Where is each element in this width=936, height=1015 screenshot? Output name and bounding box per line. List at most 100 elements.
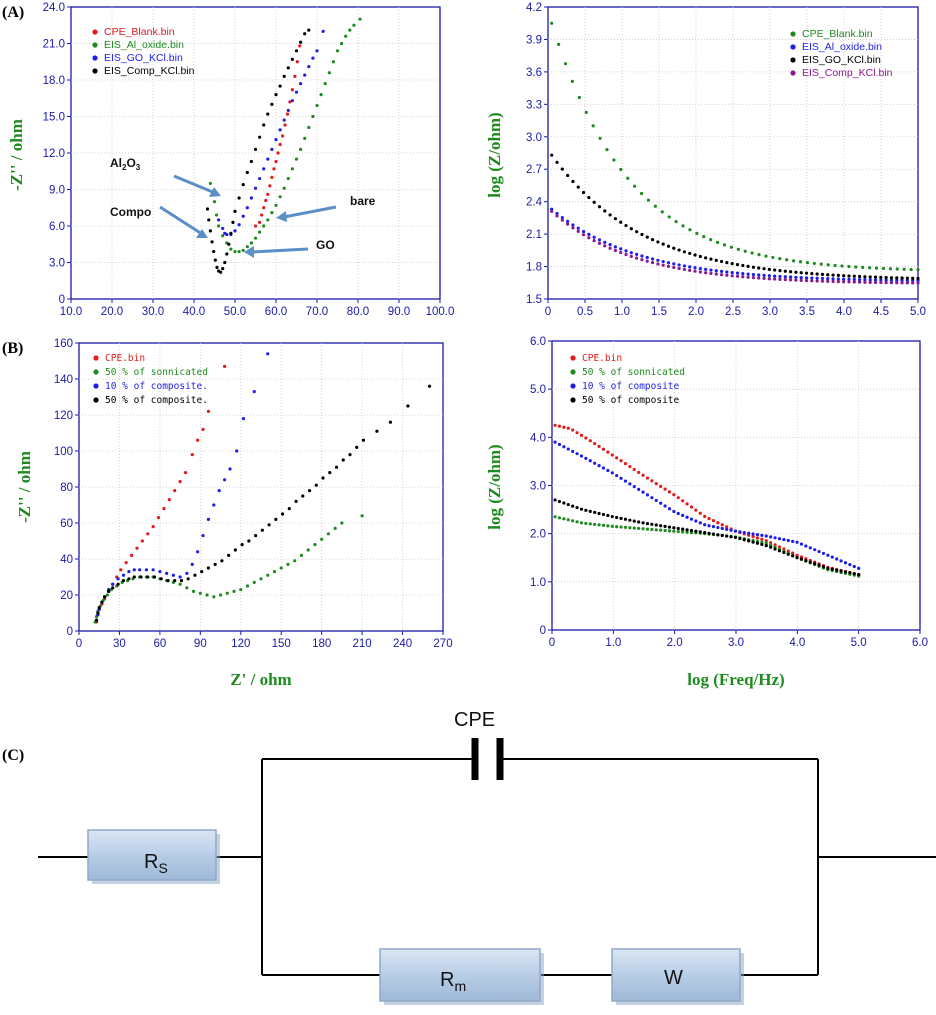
y-tick-label: 120: [54, 410, 73, 422]
legend-marker: [570, 383, 576, 389]
data-point: [220, 559, 224, 563]
x-tick-label: 2.5: [725, 306, 741, 318]
legend-entry: EIS_Comp_KCl.bin: [104, 65, 195, 77]
data-point: [557, 516, 562, 520]
data-point: [693, 266, 697, 270]
data-point: [252, 390, 256, 394]
data-point: [619, 220, 623, 224]
data-point: [666, 244, 671, 248]
data-point: [711, 519, 716, 523]
data-point: [702, 235, 706, 239]
data-point: [632, 485, 636, 489]
data-point: [151, 525, 155, 529]
data-point: [810, 271, 814, 276]
data-point: [294, 499, 298, 503]
data-point: [698, 266, 702, 271]
data-point: [588, 509, 592, 513]
panel-label-c: (C): [2, 747, 24, 764]
annotations-a: Al2O3 Compo bare GO: [110, 156, 376, 258]
data-point: [550, 21, 554, 25]
data-point: [159, 577, 163, 581]
data-point: [681, 224, 685, 228]
data-point: [757, 273, 761, 277]
series-0: [94, 364, 227, 624]
data-point: [798, 260, 803, 264]
data-point: [716, 533, 720, 537]
data-point: [858, 280, 862, 284]
data-point: [645, 259, 649, 263]
data-point: [223, 260, 227, 265]
data-point: [842, 274, 846, 278]
data-point: [584, 456, 588, 460]
data-point: [795, 553, 799, 557]
data-point: [663, 524, 667, 528]
x-tick-label: 60: [153, 638, 166, 650]
data-point: [579, 454, 584, 458]
data-point: [223, 478, 227, 482]
data-point: [746, 264, 750, 268]
data-point: [817, 549, 821, 554]
data-point: [245, 170, 249, 175]
data-point: [266, 112, 270, 116]
data-point: [751, 276, 756, 280]
data-point: [709, 257, 713, 261]
data-point: [764, 544, 768, 548]
data-point: [703, 523, 707, 527]
data-point: [755, 533, 760, 537]
data-point: [879, 275, 883, 279]
data-point: [597, 444, 601, 448]
data-point: [274, 203, 278, 207]
series-0: [550, 21, 920, 272]
data-point: [672, 493, 676, 497]
data-point: [245, 584, 250, 588]
data-point: [799, 271, 803, 275]
data-point: [588, 522, 592, 526]
data-point: [714, 269, 718, 273]
data-point: [566, 518, 570, 522]
data-point: [566, 426, 570, 430]
data-point: [813, 562, 817, 566]
legend: CPE.bin 50 % of sonnicated 10 % of composi…: [570, 353, 685, 406]
data-point: [794, 270, 798, 274]
data-point: [751, 532, 755, 536]
data-point: [633, 184, 637, 188]
data-point: [848, 563, 852, 567]
data-point: [681, 513, 685, 517]
data-point: [262, 167, 266, 171]
data-point: [587, 195, 591, 200]
x-tick-label: 2.0: [667, 637, 683, 649]
data-point: [628, 526, 632, 530]
data-point: [301, 494, 305, 498]
y-tick-label: 15.0: [43, 112, 65, 124]
data-point: [241, 417, 246, 421]
data-point: [286, 66, 290, 70]
data-point: [283, 123, 287, 127]
y-axis-title: -Z'' / ohm: [7, 119, 26, 191]
data-point: [624, 249, 628, 253]
data-point: [663, 528, 667, 533]
data-point: [129, 553, 134, 558]
data-point: [624, 223, 628, 228]
data-point: [831, 277, 835, 281]
data-point: [672, 262, 676, 266]
data-point: [225, 591, 229, 595]
cpe-label: CPE: [454, 709, 495, 731]
data-point: [623, 525, 628, 529]
data-point: [205, 593, 209, 597]
data-point: [606, 524, 610, 528]
data-point: [619, 459, 623, 463]
data-point: [566, 447, 570, 451]
data-point: [760, 533, 764, 537]
data-point: [661, 259, 665, 264]
y-tick-label: 21.0: [43, 39, 65, 51]
data-point: [791, 259, 796, 263]
x-tick-label: 5.0: [851, 637, 867, 649]
data-point: [751, 265, 756, 269]
data-point: [677, 263, 681, 267]
data-point: [290, 99, 294, 103]
data-point: [839, 559, 843, 563]
data-point: [667, 507, 672, 511]
data-point: [576, 185, 580, 189]
data-point: [889, 281, 894, 285]
data-point: [916, 276, 920, 281]
